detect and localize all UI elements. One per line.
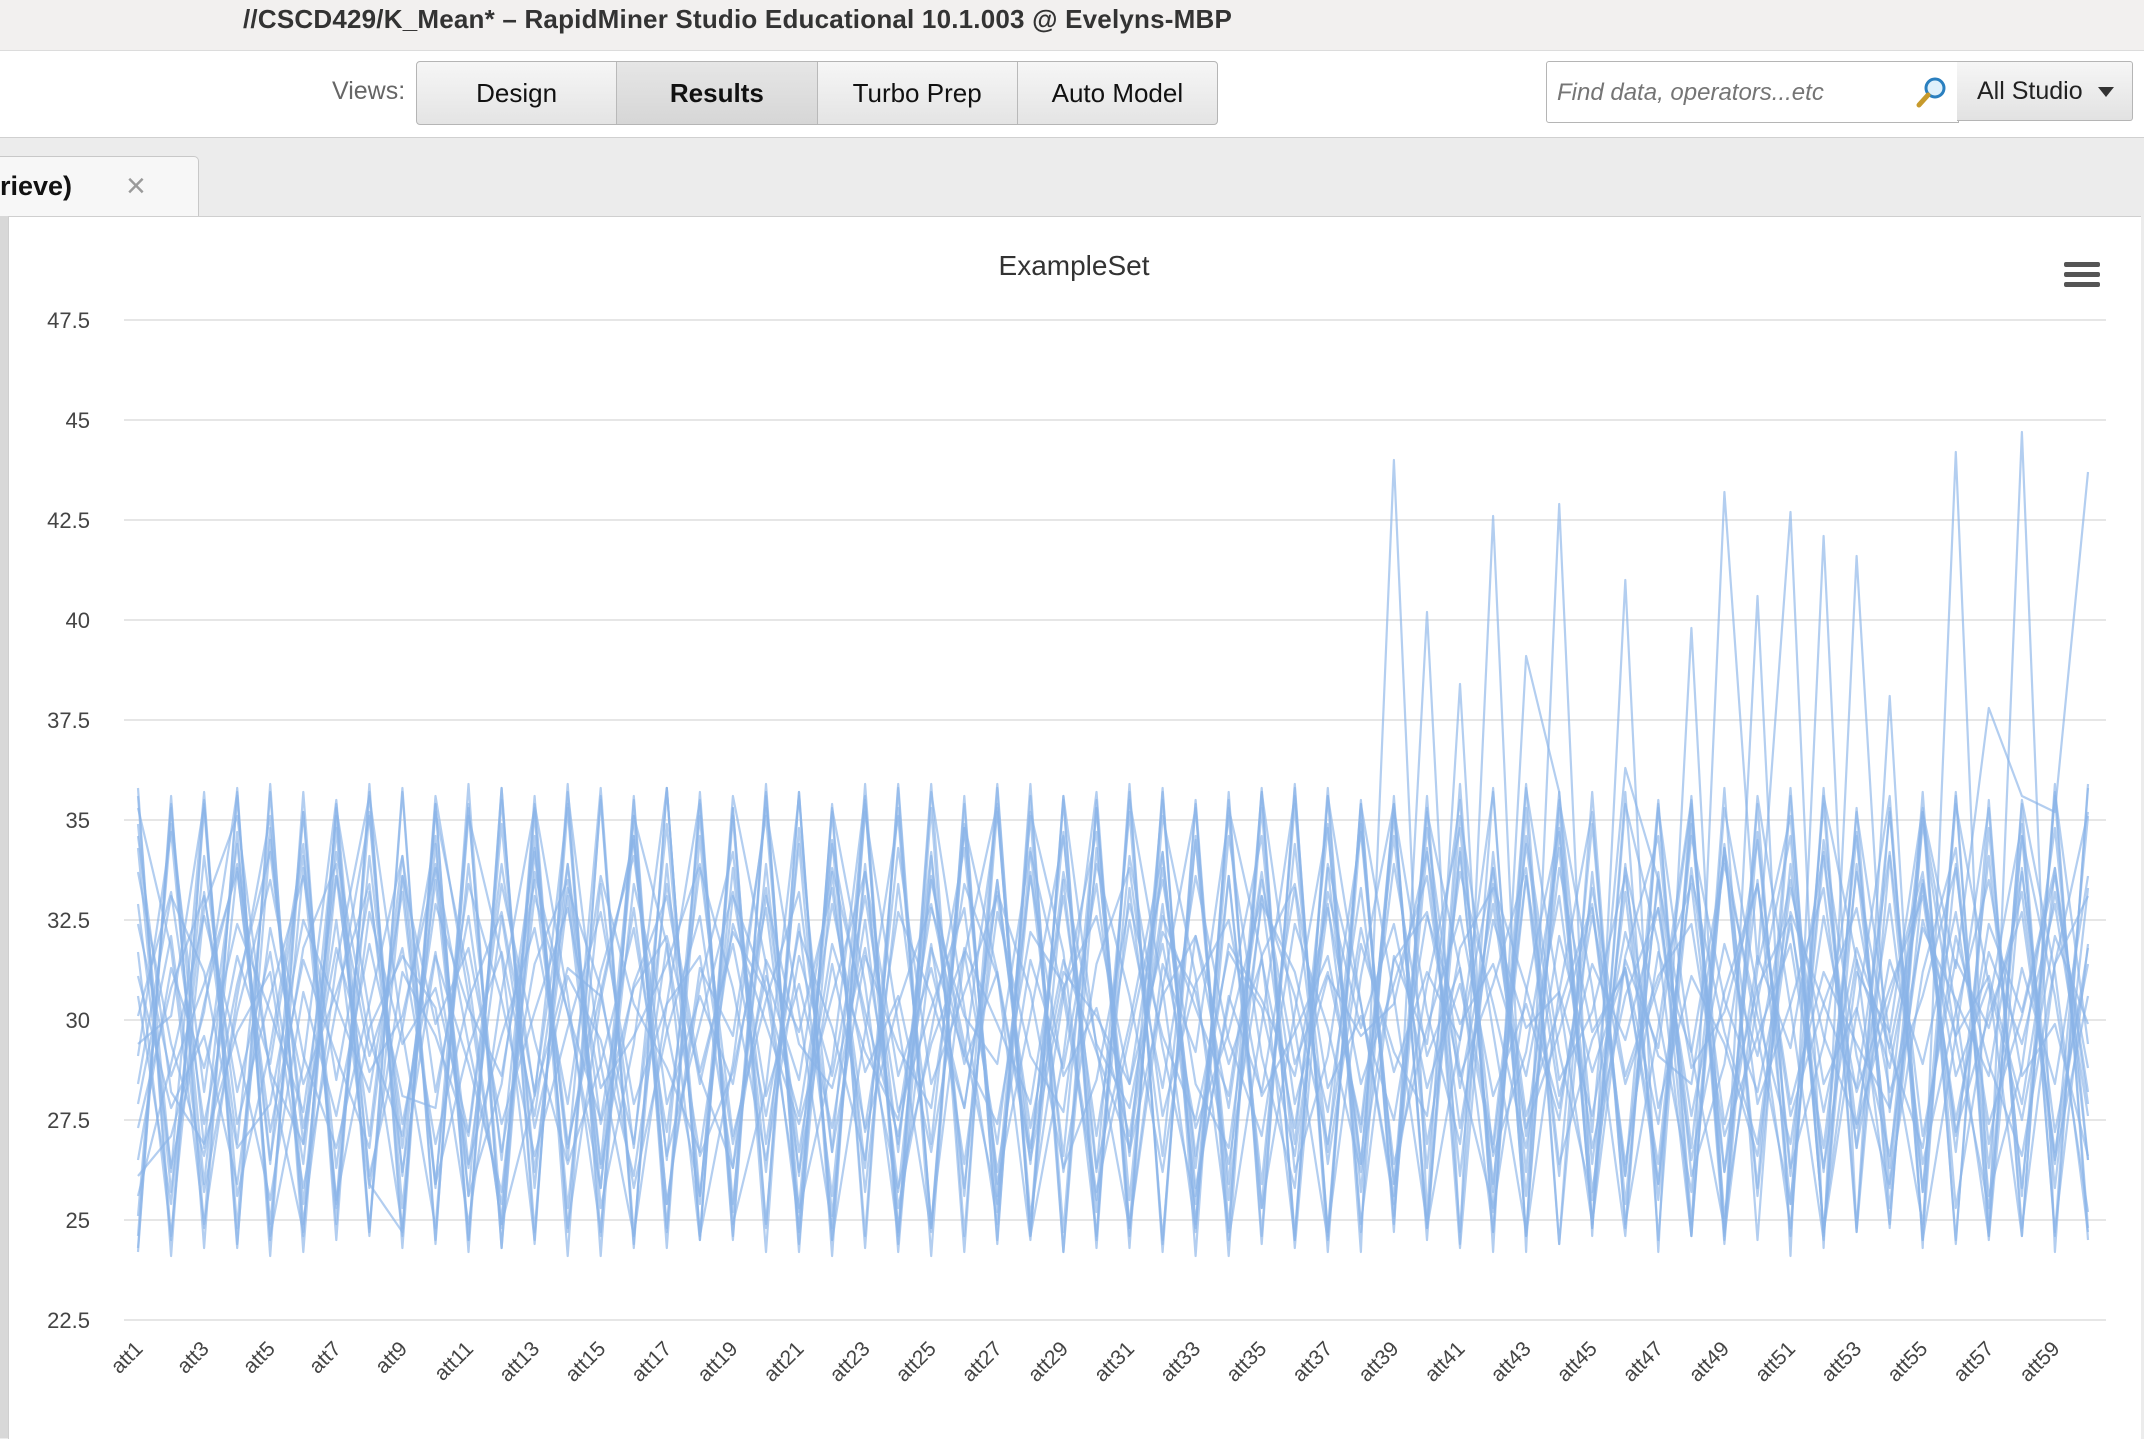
view-switcher: Design Results Turbo Prep Auto Model	[416, 61, 1218, 125]
x-tick-label: att41	[1420, 1337, 1469, 1386]
x-tick-label: att37	[1288, 1337, 1337, 1386]
y-tick-label: 42.5	[47, 508, 90, 533]
view-results-button[interactable]: Results	[617, 62, 818, 124]
x-tick-label: att23	[825, 1337, 874, 1386]
y-tick-label: 27.5	[47, 1108, 90, 1133]
y-tick-label: 30	[66, 1008, 90, 1033]
view-auto-model-button[interactable]: Auto Model	[1051, 77, 1184, 108]
window-title: //CSCD429/K_Mean* – RapidMiner Studio Ed…	[243, 4, 1233, 34]
x-tick-label: att9	[371, 1337, 412, 1378]
y-tick-label: 37.5	[47, 708, 90, 733]
x-tick-label: att19	[693, 1337, 742, 1386]
result-tab-strip: rieve) ×	[0, 138, 2144, 217]
x-tick-label: att17	[627, 1337, 676, 1386]
x-tick-label: att35	[1222, 1337, 1271, 1386]
y-tick-label: 32.5	[47, 908, 90, 933]
x-tick-label: att3	[173, 1337, 214, 1378]
x-tick-label: att29	[1024, 1337, 1073, 1386]
search-icon[interactable]	[1914, 74, 1950, 110]
x-tick-label: att45	[1552, 1337, 1601, 1386]
series-line	[136, 782, 2090, 1254]
x-tick-label: att39	[1354, 1337, 1403, 1386]
x-tick-label: att15	[561, 1337, 610, 1386]
x-tick-label: att49	[1685, 1337, 1734, 1386]
close-icon[interactable]: ×	[126, 167, 146, 205]
main-toolbar: Views: Design Results Turbo Prep Auto Mo…	[0, 51, 2144, 138]
x-tick-label: att51	[1751, 1337, 1800, 1386]
x-tick-label: att53	[1817, 1337, 1866, 1386]
result-tab[interactable]: rieve) ×	[0, 156, 199, 217]
y-tick-label: 40	[66, 608, 90, 633]
search-scope-value: All Studio	[1977, 76, 2083, 105]
x-tick-label: att31	[1090, 1337, 1139, 1386]
x-tick-label: att7	[305, 1337, 346, 1378]
x-tick-label: att43	[1486, 1337, 1535, 1386]
y-tick-label: 25	[66, 1208, 90, 1233]
series-line	[136, 870, 2089, 1202]
left-panel-edge	[0, 216, 8, 1438]
y-tick-label: 47.5	[47, 308, 90, 333]
window-title-bar: //CSCD429/K_Mean* – RapidMiner Studio Ed…	[0, 0, 2144, 51]
chevron-down-icon	[2098, 87, 2114, 97]
x-tick-label: att21	[759, 1337, 808, 1386]
x-tick-label: att55	[1883, 1337, 1932, 1386]
view-turbo-prep-button[interactable]: Turbo Prep	[818, 62, 1018, 124]
x-tick-label: att5	[239, 1337, 280, 1378]
y-tick-label: 22.5	[47, 1308, 90, 1333]
x-tick-label: att11	[430, 1337, 478, 1385]
x-tick-label: att59	[2015, 1337, 2064, 1386]
view-design-button[interactable]: Design	[417, 62, 618, 124]
global-search-box	[1546, 61, 1959, 123]
x-tick-label: att47	[1619, 1337, 1668, 1386]
x-tick-label: att13	[495, 1337, 544, 1386]
chart-title: ExampleSet	[998, 250, 1150, 281]
views-label: Views:	[332, 77, 406, 105]
x-tick-label: att25	[891, 1337, 940, 1386]
search-scope-select[interactable]: All Studio	[1957, 61, 2133, 121]
result-tab-label: rieve)	[0, 171, 73, 201]
y-tick-label: 35	[66, 808, 90, 833]
hamburger-menu-icon[interactable]	[2064, 262, 2100, 292]
x-tick-label: att33	[1156, 1337, 1205, 1386]
global-search-input[interactable]	[1555, 70, 1899, 116]
x-tick-label: att27	[958, 1337, 1007, 1386]
x-tick-label: att1	[107, 1337, 148, 1378]
x-tick-label: att57	[1949, 1337, 1998, 1386]
series-line	[137, 786, 2090, 1242]
y-tick-label: 45	[66, 408, 90, 433]
